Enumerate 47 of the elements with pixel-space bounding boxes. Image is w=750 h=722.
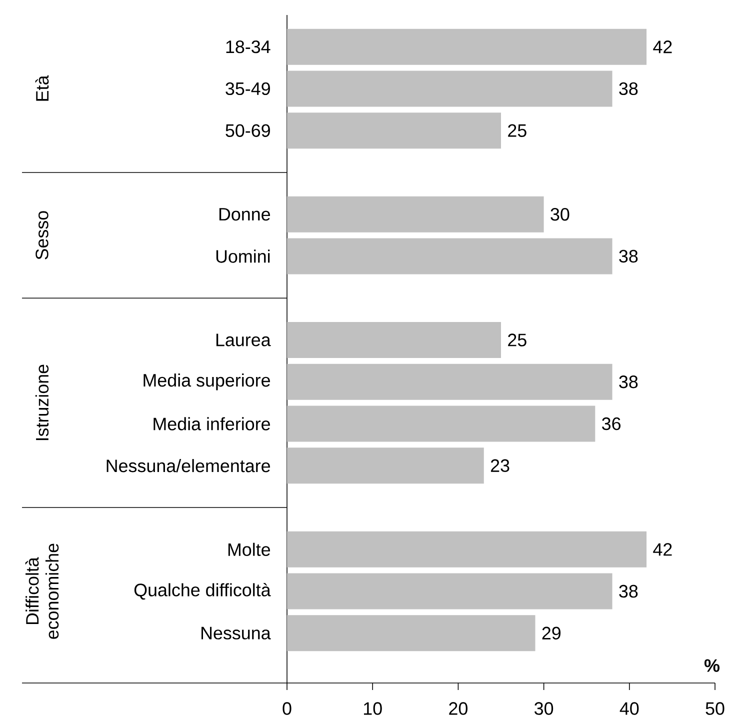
bar bbox=[287, 406, 596, 442]
y-tick-label: 35-49 bbox=[226, 82, 270, 96]
text: Età bbox=[35, 75, 49, 101]
y-tick-label: Donne bbox=[219, 208, 270, 221]
text: Istruzione bbox=[35, 364, 49, 440]
data-label: 30 bbox=[550, 208, 570, 221]
x-tick-label: 0 bbox=[282, 702, 292, 715]
bar bbox=[287, 112, 502, 149]
data-label: 25 bbox=[508, 334, 526, 346]
y-tick-label: Laurea bbox=[216, 334, 271, 346]
x-tick-label: 10 bbox=[364, 702, 382, 715]
y-tick-label: Media superiore bbox=[144, 374, 270, 390]
data-label: 25 bbox=[508, 124, 526, 137]
text: Difficoltà economiche bbox=[25, 544, 59, 639]
x-tick-label: 40 bbox=[620, 702, 639, 715]
bar bbox=[287, 238, 612, 274]
y-tick-label: Media inferiore bbox=[154, 417, 270, 430]
bar bbox=[287, 448, 484, 484]
bar bbox=[287, 196, 544, 232]
data-label: 29 bbox=[542, 626, 561, 640]
y-tick-label: Nessuna/elementare bbox=[106, 459, 270, 472]
data-label: 36 bbox=[602, 417, 620, 430]
y-tick-label: 50-69 bbox=[226, 124, 270, 137]
data-label: 38 bbox=[619, 376, 638, 388]
x-tick-label: 20 bbox=[449, 702, 468, 715]
y-tick-label: Molte bbox=[228, 542, 270, 556]
x-tick-label: 30 bbox=[534, 702, 554, 715]
bar bbox=[287, 364, 612, 400]
bar bbox=[287, 28, 647, 65]
data-label: 38 bbox=[619, 250, 638, 263]
data-label: 42 bbox=[653, 543, 672, 556]
data-label: 38 bbox=[619, 584, 638, 598]
x-tick-label: 50 bbox=[706, 702, 724, 715]
y-tick-label: Qualche difficoltà bbox=[134, 582, 271, 600]
bar bbox=[287, 615, 536, 652]
bar bbox=[287, 531, 647, 568]
y-tick-label: Nessuna bbox=[202, 626, 271, 640]
y-tick-label: 18-34 bbox=[226, 40, 270, 54]
data-label: 23 bbox=[490, 459, 510, 472]
y-tick-label: Uomini bbox=[216, 250, 270, 263]
bar bbox=[287, 573, 612, 610]
bar bbox=[287, 322, 502, 358]
data-label: 38 bbox=[619, 82, 638, 96]
text: Sesso bbox=[36, 211, 48, 260]
data-label: 42 bbox=[653, 40, 672, 54]
bar bbox=[287, 70, 612, 107]
x-axis-title: % bbox=[704, 659, 720, 672]
